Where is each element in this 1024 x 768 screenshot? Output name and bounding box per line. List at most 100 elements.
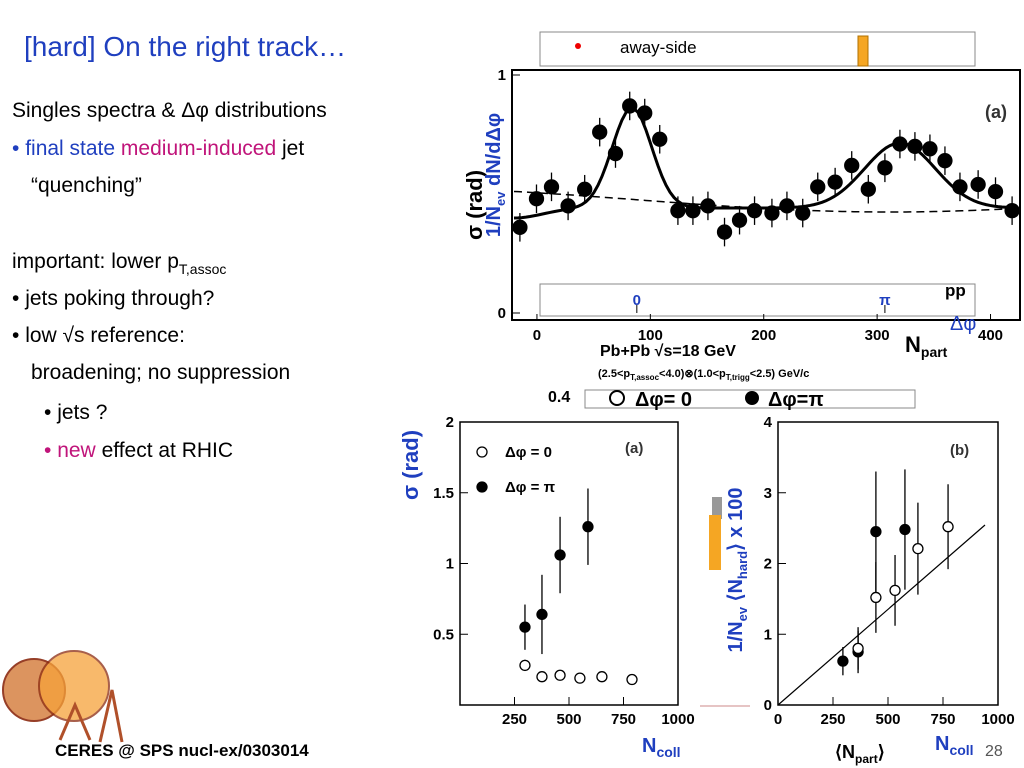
data-point: [779, 198, 795, 214]
text: dN/dΔφ: [483, 113, 505, 192]
data-point: [607, 145, 624, 162]
data-point: [626, 673, 638, 686]
legend-open-marker: [609, 390, 625, 406]
data-point: [536, 608, 548, 621]
data-point: [912, 542, 924, 555]
x-tick-label: 750: [611, 711, 636, 728]
data-point: [652, 131, 668, 147]
slide-title: [hard] On the right track…: [24, 31, 346, 62]
bullet: • low √s reference:: [12, 324, 185, 347]
data-point: [952, 179, 968, 195]
data-point: [844, 157, 860, 174]
x2-tick-label: 200: [751, 327, 776, 344]
data-point: [519, 621, 531, 633]
text: ev: [493, 191, 508, 206]
x-tick-label: 1000: [661, 711, 694, 728]
text: T,trigg: [726, 373, 750, 382]
text: new: [57, 439, 96, 462]
plot-frame: [777, 421, 999, 706]
data-point: [554, 669, 566, 681]
text: final state: [25, 137, 115, 160]
text: ⟩ x 100: [725, 488, 747, 551]
text: hard: [735, 551, 750, 579]
text: important: lower p: [12, 250, 179, 273]
x-label: Δφ: [950, 313, 976, 335]
x-tick-label: 0: [774, 711, 782, 728]
text: (2.5<p: [598, 368, 630, 380]
data-point: [528, 191, 545, 207]
data-point: [592, 124, 608, 140]
text: <4.0)⊗(1.0<p: [659, 368, 726, 380]
y-tick-label: 0.5: [433, 626, 454, 643]
x-label: ⟨Npart⟩: [835, 742, 885, 766]
text: part: [855, 752, 878, 766]
legend-marker: [476, 481, 488, 493]
y-tick-label: 0: [764, 697, 772, 714]
text: ⟨N: [835, 742, 855, 762]
legend-label: away-side: [620, 38, 697, 57]
heading: Singles spectra & Δφ distributions: [12, 99, 327, 122]
x2-tick-label: 100: [638, 327, 663, 344]
page-number: 28: [985, 743, 1003, 760]
legend-open: Δφ= 0: [635, 389, 692, 411]
data-point: [577, 181, 593, 197]
data-point: [810, 179, 826, 195]
data-point: [899, 523, 911, 536]
data-point: [731, 212, 748, 228]
bullet: • new effect at RHIC: [44, 439, 233, 462]
text: N: [935, 733, 949, 755]
data-point: [582, 521, 594, 533]
data-point: [987, 183, 1004, 200]
data-point: [536, 671, 548, 683]
plot-frame: [459, 421, 679, 706]
data-point: [764, 205, 780, 221]
text: jets poking through?: [24, 287, 214, 310]
x-tick-label: 500: [556, 711, 581, 728]
strip: [698, 415, 750, 705]
y-tick-label: 1: [764, 626, 772, 643]
data-point: [574, 672, 586, 684]
y-tick-label: 2: [446, 414, 454, 431]
x2-tick-label: 0: [533, 327, 541, 344]
data-point: [860, 181, 876, 197]
data-point: [892, 136, 908, 152]
x-label: Ncoll: [642, 735, 681, 760]
text: N: [642, 735, 656, 757]
text: 1/N: [725, 621, 747, 652]
legend-filled-marker: [745, 391, 759, 405]
x2-tick-label: 400: [978, 327, 1003, 344]
y-label: 1/Nev ⟨Nhard⟩ x 100: [725, 488, 750, 653]
data-point: [519, 659, 531, 672]
text: jet: [281, 137, 304, 160]
text: N: [905, 332, 921, 357]
y-tick-label: 2: [764, 556, 772, 573]
x2-label: Ncoll: [935, 733, 974, 758]
data-point: [970, 176, 986, 193]
text: coll: [656, 744, 680, 760]
text: part: [921, 344, 948, 360]
panel-label: (b): [950, 442, 969, 459]
data-point: [942, 521, 954, 533]
text: jets ?: [56, 401, 107, 424]
data-point: [837, 655, 849, 667]
x-tick-label: 250: [502, 711, 527, 728]
x-tick-label: 1000: [981, 711, 1014, 728]
strip-bar: [709, 515, 721, 570]
bullet: • jets ?: [44, 401, 107, 424]
data-point: [795, 205, 811, 221]
x-tick-label: 250: [820, 711, 845, 728]
data-point: [554, 549, 566, 561]
text: effect at RHIC: [102, 439, 234, 462]
data-point: [716, 224, 733, 240]
text: <2.5) GeV/c: [750, 368, 810, 380]
data-point: [1004, 203, 1020, 219]
reference-line: [777, 524, 986, 706]
logo: [2, 650, 124, 743]
text: coll: [949, 742, 973, 758]
y-tick-label: 0: [498, 305, 506, 322]
y-label: σ (rad): [398, 430, 423, 500]
legend-tick: 0.4: [548, 389, 570, 406]
text: low √s reference:: [25, 324, 185, 347]
legend-marker: [476, 446, 488, 458]
